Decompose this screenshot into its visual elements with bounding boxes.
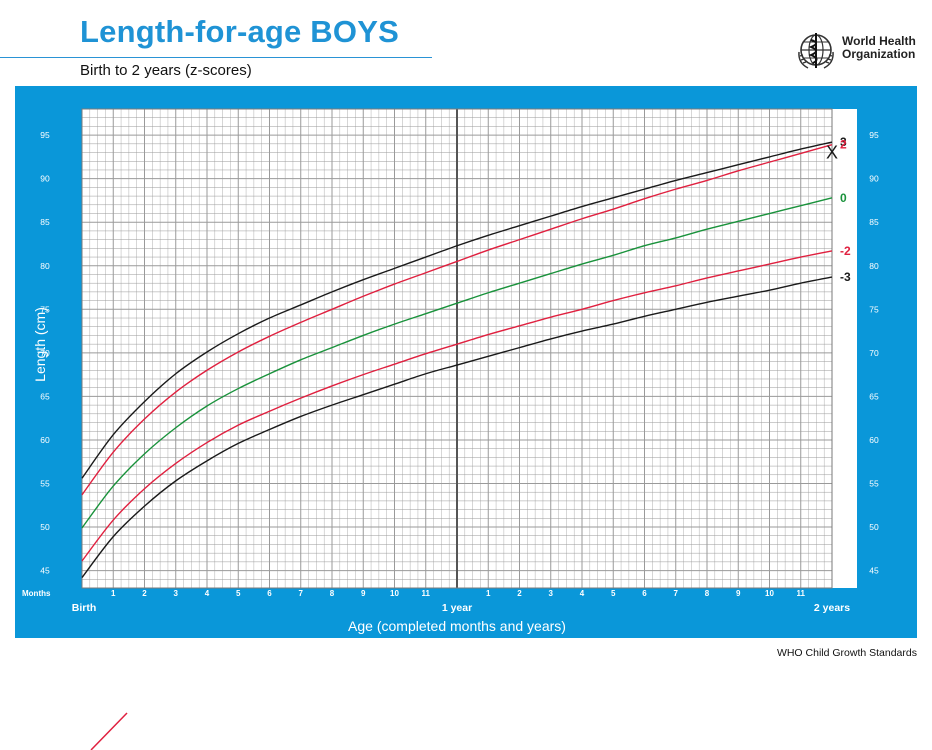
y-tick-label-right: 75 [869, 304, 879, 314]
x-tick-label: 3 [549, 589, 554, 598]
x-tick-label: 8 [705, 589, 710, 598]
y-tick-label-right: 65 [869, 391, 879, 401]
y-tick-label-left: 95 [40, 130, 50, 140]
x-marker: X [826, 143, 838, 163]
x-tick-label: 7 [299, 589, 304, 598]
x-major-tick-label: 2 years [814, 602, 850, 614]
z-score-line [81, 141, 833, 479]
y-tick-label-left: 60 [40, 435, 50, 445]
y-tick-label-right: 50 [869, 522, 879, 532]
title-divider [0, 57, 432, 58]
y-tick-label-right: 55 [869, 478, 879, 488]
y-tick-label-right: 95 [869, 130, 879, 140]
z-score-line [81, 250, 833, 562]
z-score-line [81, 144, 833, 496]
x-major-tick-label: 1 year [442, 602, 472, 614]
y-tick-label-right: 80 [869, 261, 879, 271]
x-tick-label: 9 [361, 589, 366, 598]
y-tick-label-left: 55 [40, 478, 50, 488]
z-score-label: -3 [840, 270, 851, 284]
x-tick-label: 1 [486, 589, 491, 598]
pen-stroke [90, 712, 128, 750]
organization-name-line2: Organization [842, 47, 916, 61]
x-tick-label: 1 [111, 589, 116, 598]
footer-credit: WHO Child Growth Standards [776, 647, 917, 659]
y-tick-label-right: 90 [869, 174, 879, 184]
y-tick-label-left: 65 [40, 391, 50, 401]
x-tick-label: 11 [797, 589, 806, 598]
x-tick-label: 4 [580, 589, 585, 598]
x-tick-label: 2 [517, 589, 522, 598]
z-score-label: 2 [840, 138, 847, 152]
z-label-strip [832, 109, 857, 588]
y-axis-label: Length (cm) [32, 307, 48, 382]
x-tick-label: 9 [736, 589, 741, 598]
y-tick-label-right: 70 [869, 348, 879, 358]
x-tick-label: 2 [142, 589, 147, 598]
y-tick-label-left: 45 [40, 566, 50, 576]
chart-frame: 45 45 50 50 55 55 60 60 65 65 70 70 75 75 80 80 85 85 90 90… [15, 86, 917, 638]
x-tick-label: 4 [205, 589, 210, 598]
z-score-label: 3 [840, 135, 847, 149]
x-tick-label: 7 [674, 589, 679, 598]
who-emblem-icon [798, 33, 834, 69]
x-tick-label: 11 [422, 589, 431, 598]
y-tick-label-left: 80 [40, 261, 50, 271]
page-subtitle: Birth to 2 years (z-scores) [80, 62, 252, 79]
y-tick-label-left: 50 [40, 522, 50, 532]
y-tick-label-right: 60 [869, 435, 879, 445]
x-tick-label: 6 [267, 589, 272, 598]
y-tick-label-left: 85 [40, 217, 50, 227]
x-tick-label: 5 [611, 589, 616, 598]
x-tick-label: 8 [330, 589, 335, 598]
z-score-line [81, 197, 833, 529]
y-tick-label-right: 45 [869, 566, 879, 576]
x-tick-label: 10 [390, 589, 399, 598]
y-tick-label-left: 75 [40, 304, 50, 314]
x-tick-label: 10 [765, 589, 774, 598]
organization-name: World Health Organization [842, 35, 932, 61]
x-tick-label: 3 [174, 589, 179, 598]
y-tick-label-left: 90 [40, 174, 50, 184]
z-score-label: -2 [840, 244, 851, 258]
y-tick-label-left: 70 [40, 348, 50, 358]
x-tick-label: 6 [642, 589, 647, 598]
plot-border [81, 108, 833, 589]
page-title: Length-for-age BOYS [80, 14, 399, 49]
x-axis-label: Age (completed months and years) [348, 618, 566, 634]
x-tick-label: 5 [236, 589, 241, 598]
organization-name-line1: World Health [842, 34, 916, 48]
y-tick-label-right: 85 [869, 217, 879, 227]
x-major-tick-label: Birth [72, 602, 97, 614]
x-unit-label: Months [22, 589, 51, 598]
z-score-label: 0 [840, 191, 847, 205]
z-score-line [81, 276, 833, 578]
